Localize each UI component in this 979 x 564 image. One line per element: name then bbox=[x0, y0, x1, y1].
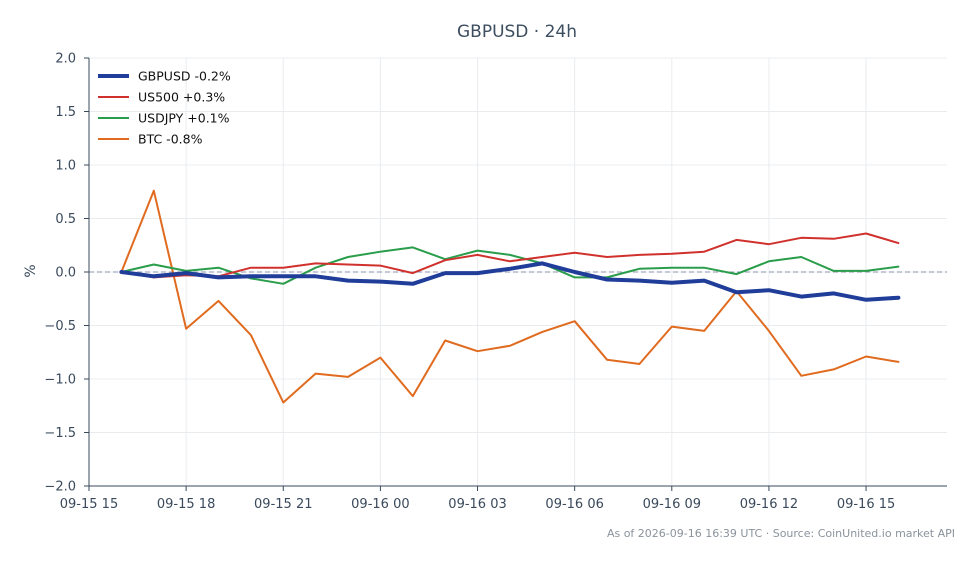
y-ticks: −2.0 −1.5 −1.0 −0.5 0.0 0.5 1.0 1.5 2.0 bbox=[44, 52, 89, 495]
series-line-us500 bbox=[120, 232, 900, 279]
x-tick-label: 09-16 09 bbox=[643, 497, 701, 512]
y-tick-label: −1.5 bbox=[44, 426, 76, 441]
x-tick-label: 09-15 21 bbox=[254, 497, 312, 512]
series-line-btc bbox=[120, 189, 900, 404]
series-layer bbox=[119, 189, 901, 404]
y-tick-label: −1.0 bbox=[44, 373, 76, 388]
y-axis-label: % bbox=[23, 264, 39, 277]
legend-label: US500 +0.3% bbox=[138, 90, 225, 105]
series-line-gbpusd bbox=[119, 261, 901, 302]
y-tick-label: 1.5 bbox=[55, 105, 76, 120]
y-tick-label: 2.0 bbox=[55, 52, 76, 67]
x-tick-label: 09-16 03 bbox=[448, 497, 506, 512]
y-tick-label: 0.5 bbox=[55, 212, 76, 227]
source-footer: As of 2026-09-16 16:39 UTC · Source: Coi… bbox=[607, 527, 955, 540]
legend-label: BTC -0.8% bbox=[138, 132, 203, 147]
x-tick-label: 09-16 00 bbox=[351, 497, 409, 512]
x-tick-label: 09-16 06 bbox=[545, 497, 603, 512]
series-line-usdjpy bbox=[120, 246, 900, 285]
y-tick-label: −0.5 bbox=[44, 319, 76, 334]
x-tick-label: 09-16 15 bbox=[837, 497, 895, 512]
x-tick-label: 09-16 12 bbox=[740, 497, 798, 512]
y-tick-label: 0.0 bbox=[55, 266, 76, 281]
legend-label: GBPUSD -0.2% bbox=[138, 69, 231, 84]
legend-label: USDJPY +0.1% bbox=[138, 111, 230, 126]
x-ticks: 09-15 15 09-15 18 09-15 21 09-16 00 09-16 03… bbox=[60, 486, 895, 512]
x-tick-label: 09-15 15 bbox=[60, 497, 118, 512]
y-tick-label: 1.0 bbox=[55, 159, 76, 174]
chart-title: GBPUSD · 24h bbox=[457, 22, 577, 42]
x-tick-label: 09-15 18 bbox=[157, 497, 215, 512]
legend: GBPUSD -0.2% US500 +0.3% USDJPY +0.1% BTC -… bbox=[98, 69, 231, 147]
y-tick-label: −2.0 bbox=[44, 480, 76, 495]
